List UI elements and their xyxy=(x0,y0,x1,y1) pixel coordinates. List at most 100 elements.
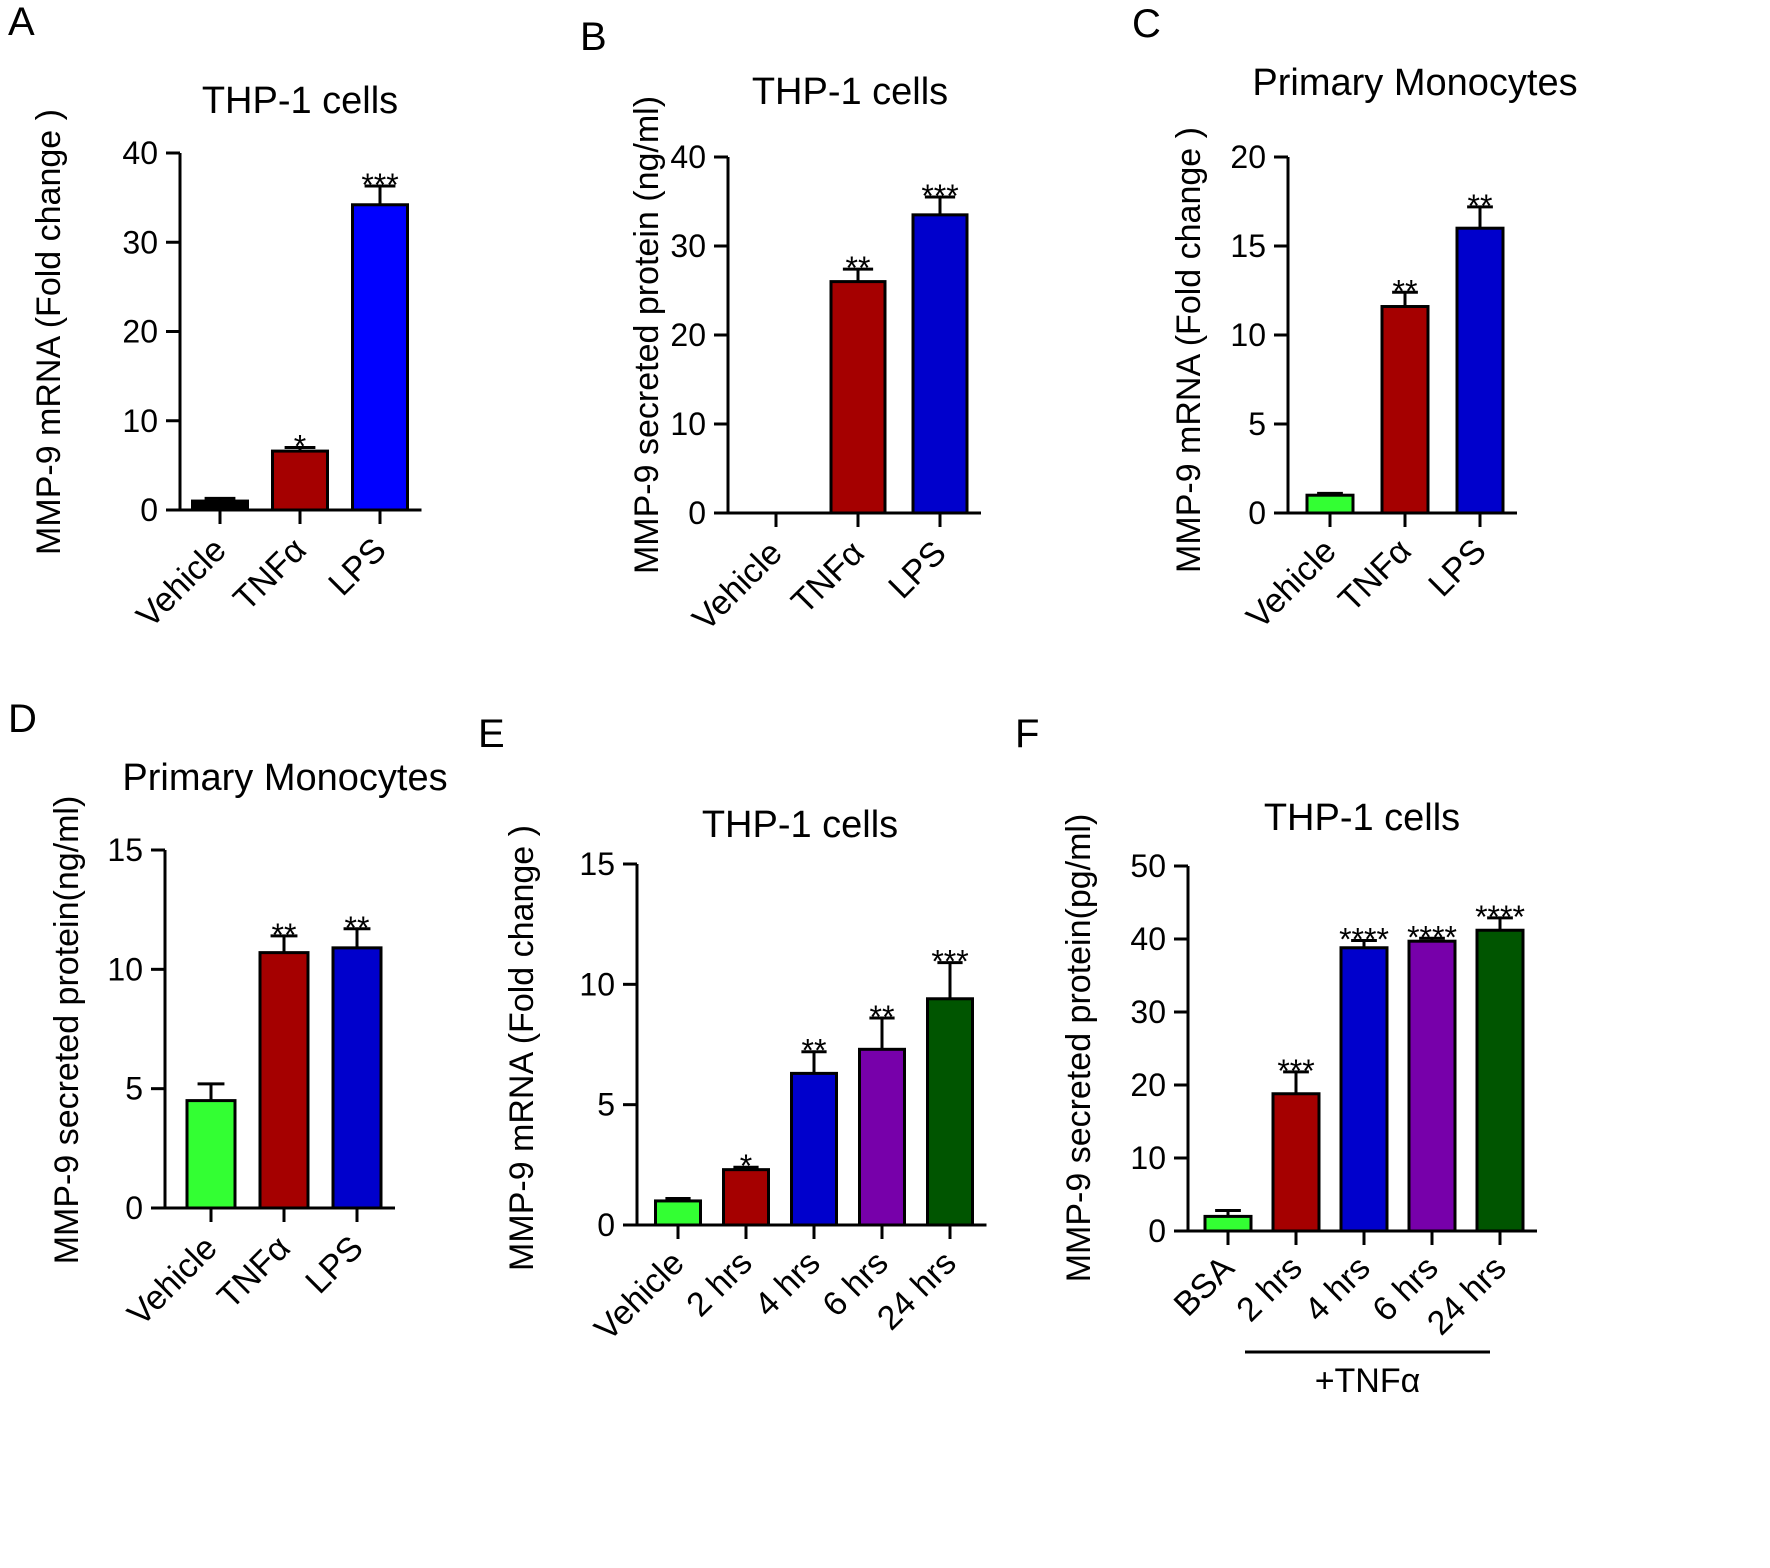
category-label: 24 hrs xyxy=(870,1244,964,1338)
y-tick-label: 10 xyxy=(107,951,143,987)
category-label: LPS xyxy=(298,1229,370,1301)
chart-title: THP-1 cells xyxy=(702,804,898,846)
panel-letter: C xyxy=(1132,2,1161,46)
y-tick-label: 0 xyxy=(1148,1213,1166,1249)
significance-label: * xyxy=(740,1148,752,1184)
significance-label: * xyxy=(294,429,306,465)
y-tick-label: 20 xyxy=(1230,139,1266,175)
group-label: +TNFα xyxy=(1315,1362,1421,1400)
significance-label: **** xyxy=(1475,899,1525,935)
y-tick-label: 0 xyxy=(688,495,706,531)
bar xyxy=(1271,1092,1321,1233)
category-label: 24 hrs xyxy=(1420,1249,1514,1343)
y-tick-label: 20 xyxy=(1130,1067,1166,1103)
y-tick-label: 40 xyxy=(1130,921,1166,957)
y-tick-label: 5 xyxy=(125,1071,143,1107)
chart-title: Primary Monocytes xyxy=(1252,62,1577,104)
category-label: Vehicle xyxy=(129,531,233,635)
significance-label: ** xyxy=(345,910,370,946)
y-tick-label: 0 xyxy=(597,1207,615,1243)
bar xyxy=(1475,928,1525,1233)
category-label: 4 hrs xyxy=(747,1244,827,1324)
y-tick-label: 5 xyxy=(1248,406,1266,442)
category-label: LPS xyxy=(321,531,393,603)
significance-label: ** xyxy=(870,999,895,1035)
category-label: 4 hrs xyxy=(1297,1249,1377,1329)
category-label: TNFα xyxy=(1331,532,1419,620)
y-tick-label: 40 xyxy=(670,139,706,175)
bar xyxy=(1203,1214,1253,1233)
chart-panel-b: B THP-1 cells MMP-9 secreted protein (ng/m… xyxy=(580,15,981,638)
chart-title: THP-1 cells xyxy=(202,80,398,122)
significance-label: ** xyxy=(272,917,297,953)
bar xyxy=(271,449,329,512)
panel-letter: B xyxy=(580,15,607,59)
category-label: 2 hrs xyxy=(679,1244,759,1324)
y-axis-label: MMP-9 secreted protein (ng/ml) xyxy=(628,96,666,574)
category-label: LPS xyxy=(881,534,953,606)
chart-title: THP-1 cells xyxy=(1264,797,1460,839)
category-label: TNFα xyxy=(210,1229,298,1317)
bar xyxy=(1455,226,1505,515)
category-label: Vehicle xyxy=(685,534,789,638)
y-tick-label: 5 xyxy=(597,1087,615,1123)
significance-label: ** xyxy=(1468,188,1493,224)
y-tick-label: 15 xyxy=(107,832,143,868)
y-tick-label: 15 xyxy=(579,846,615,882)
panel-letter: A xyxy=(8,0,35,44)
y-tick-label: 50 xyxy=(1130,848,1166,884)
y-tick-label: 10 xyxy=(1130,1140,1166,1176)
y-tick-label: 40 xyxy=(122,135,158,171)
bar xyxy=(331,946,383,1210)
significance-label: ** xyxy=(1393,273,1418,309)
y-tick-label: 20 xyxy=(670,317,706,353)
y-tick-label: 0 xyxy=(140,492,158,528)
y-tick-label: 10 xyxy=(1230,317,1266,353)
bar xyxy=(858,1047,906,1227)
category-label: TNFα xyxy=(226,531,314,619)
y-tick-label: 20 xyxy=(122,314,158,350)
chart-title: THP-1 cells xyxy=(752,71,948,113)
bar xyxy=(790,1071,838,1227)
y-axis-label: MMP-9 mRNA (Fold change ) xyxy=(30,109,68,555)
category-label: BSA xyxy=(1167,1249,1242,1324)
y-axis-label: MMP-9 secreted protein(pg/ml) xyxy=(1060,814,1098,1283)
significance-label: ** xyxy=(802,1033,827,1069)
chart-panel-e: E THP-1 cells MMP-9 mRNA (Fold change ) 0 5 1… xyxy=(478,712,987,1348)
category-label: TNFα xyxy=(784,534,872,622)
bar xyxy=(1407,939,1457,1233)
category-label: Vehicle xyxy=(587,1244,691,1348)
bar xyxy=(185,1099,237,1210)
significance-label: *** xyxy=(921,178,958,214)
bar xyxy=(351,203,409,512)
significance-label: *** xyxy=(931,944,968,980)
y-axis-label: MMP-9 secreted protein(ng/ml) xyxy=(48,796,86,1265)
chart-panel-a: A THP-1 cells MMP-9 mRNA (Fold change ) 0 10… xyxy=(8,0,422,635)
category-label: Vehicle xyxy=(1239,532,1343,636)
significance-label: *** xyxy=(361,167,398,203)
chart-panel-d: D Primary Monocytes MMP-9 secreted protein… xyxy=(8,697,448,1333)
significance-label: ** xyxy=(846,250,871,286)
bar xyxy=(1305,493,1355,515)
bar xyxy=(926,997,974,1227)
bar xyxy=(654,1199,702,1227)
panel-letter: E xyxy=(478,712,505,756)
y-tick-label: 30 xyxy=(122,224,158,260)
panel-letter: F xyxy=(1015,712,1039,756)
bar xyxy=(1380,305,1430,515)
y-tick-label: 10 xyxy=(670,406,706,442)
significance-label: *** xyxy=(1277,1053,1314,1089)
bar xyxy=(911,213,969,515)
category-label: Vehicle xyxy=(120,1229,224,1333)
category-label: 2 hrs xyxy=(1229,1249,1309,1329)
y-tick-label: 10 xyxy=(579,966,615,1002)
significance-label: **** xyxy=(1339,921,1389,957)
y-tick-label: 10 xyxy=(122,403,158,439)
y-tick-label: 0 xyxy=(1248,495,1266,531)
y-axis-label: MMP-9 mRNA (Fold change ) xyxy=(503,825,541,1271)
y-tick-label: 0 xyxy=(125,1190,143,1226)
y-axis-label: MMP-9 mRNA (Fold change ) xyxy=(1170,127,1208,573)
chart-panel-c: C Primary Monocytes MMP-9 mRNA (Fold chang… xyxy=(1132,2,1578,636)
y-tick-label: 15 xyxy=(1230,228,1266,264)
